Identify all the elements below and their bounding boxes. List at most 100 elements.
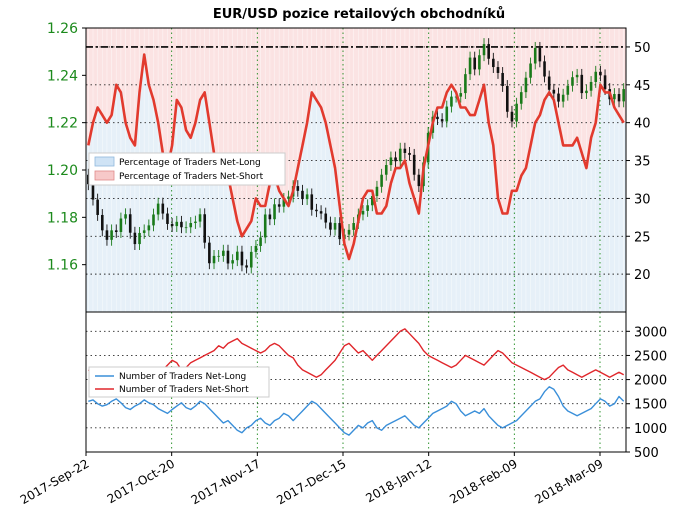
candle-body: [454, 96, 458, 98]
candle-body: [96, 199, 99, 215]
candle-body: [370, 196, 374, 206]
candle-body: [212, 255, 216, 264]
candle-body: [403, 148, 407, 153]
candle-body: [156, 203, 160, 215]
chart-title: EUR/USD pozice retailových obchodníků: [213, 7, 505, 22]
candle-body: [263, 214, 267, 238]
bottom-panel: 500 1000 1500 2000 2500 3000 2017-Sep-22 2017-O…: [18, 311, 667, 507]
legend-label-net-short: Percentage of Traders Net-Short: [119, 172, 264, 182]
candle-body: [333, 223, 337, 230]
candle-body: [203, 214, 207, 243]
candle-body: [529, 63, 532, 78]
candle-body: [324, 213, 328, 223]
candle-body: [226, 250, 230, 264]
bottom-tick-label-1500: 1500: [634, 398, 667, 413]
candle-body: [249, 251, 253, 268]
right-tick-label-45: 45: [634, 79, 651, 94]
left-tick-label-1.18: 1.18: [47, 210, 78, 226]
candle-body: [282, 198, 286, 207]
bottom-tick-label-500: 500: [634, 446, 659, 461]
candle-body: [394, 157, 397, 162]
candle-body: [417, 174, 421, 187]
candle-body: [613, 94, 616, 100]
candle-body: [315, 209, 318, 212]
candle-body: [450, 96, 453, 107]
bottom-tick-label-2000: 2000: [634, 374, 667, 389]
candle-body: [440, 119, 444, 122]
candle-body: [375, 186, 379, 197]
candle-body: [184, 227, 188, 229]
candle-body: [571, 77, 574, 86]
candle-body: [152, 214, 155, 226]
top-legend-box: [88, 152, 286, 186]
candle-body: [231, 260, 234, 264]
percent-net-long-line: [87, 53, 625, 261]
candle-body: [561, 94, 565, 102]
candle-body: [547, 76, 551, 90]
candle-body: [380, 174, 383, 187]
x-tick-label-2018-Feb-09: 2018-Feb-09: [447, 456, 520, 506]
candle-body: [515, 103, 518, 122]
candle-body: [277, 204, 281, 207]
right-tick-label-25: 25: [634, 230, 651, 245]
right-tick-label-35: 35: [634, 155, 651, 170]
candle-body: [110, 230, 113, 240]
candle-body: [240, 251, 244, 266]
candle-body: [245, 265, 248, 268]
candle-body: [180, 221, 183, 228]
candle-body: [543, 61, 546, 77]
x-tick-label-2018-Mar-09: 2018-Mar-09: [532, 456, 605, 506]
bottom-legend-box: [88, 366, 270, 398]
candle-body: [412, 154, 416, 175]
candle-body: [398, 148, 402, 162]
candle-body: [217, 255, 220, 257]
candle-body: [603, 75, 607, 90]
candle-body: [170, 223, 174, 227]
candle-body: [487, 44, 490, 59]
candle-body: [319, 211, 323, 214]
candle-body: [142, 230, 146, 233]
candle-body: [617, 94, 621, 102]
count-net-short-line: [87, 328, 625, 383]
candle-body: [128, 214, 132, 233]
candle-body: [124, 214, 127, 219]
legend-label-count-short: Number of Traders Net-Short: [119, 385, 249, 395]
bottom-tick-label-1000: 1000: [634, 422, 667, 437]
candle-body: [366, 205, 369, 211]
candle-body: [259, 237, 262, 246]
candle-body: [622, 89, 625, 102]
candle-body: [222, 250, 225, 256]
right-tick-label-40: 40: [634, 117, 651, 132]
candle-body: [119, 218, 123, 233]
candle-body: [552, 89, 556, 94]
candle-body: [524, 77, 528, 93]
candle-body: [492, 58, 495, 68]
candle-body: [361, 210, 365, 215]
candle-body: [510, 111, 514, 122]
left-tick-label-1.16: 1.16: [47, 258, 78, 274]
candle-body: [482, 44, 486, 56]
top-legend: Percentage of Traders Net-Long Percentag…: [88, 152, 286, 186]
candle-body: [589, 81, 593, 91]
left-tick-label-1.26: 1.26: [47, 21, 78, 37]
candle-body: [301, 190, 304, 200]
x-tick-label-2017-Dec-15: 2017-Dec-15: [274, 456, 348, 507]
candle-body: [329, 222, 332, 230]
count-net-long-line: [88, 386, 625, 436]
candle-body: [501, 72, 504, 86]
candle-body: [478, 55, 481, 70]
candle-body: [100, 214, 104, 231]
candle-body: [194, 221, 197, 224]
candle-body: [459, 93, 463, 97]
x-tick-label-2017-Nov-17: 2017-Nov-17: [189, 456, 263, 507]
legend-swatch-net-short: [94, 170, 115, 181]
top-panel: 20 25 30 35 40 45 50 1.16 1.18 1.20 1.22 1.24 1.26: [47, 21, 651, 313]
candle-body: [235, 251, 239, 261]
right-tick-label-50: 50: [634, 41, 651, 56]
candle-body: [138, 232, 141, 245]
candle-body: [161, 203, 165, 214]
bottom-tick-label-3000: 3000: [634, 325, 667, 340]
candle-body: [147, 225, 151, 231]
candle-body: [557, 93, 560, 102]
